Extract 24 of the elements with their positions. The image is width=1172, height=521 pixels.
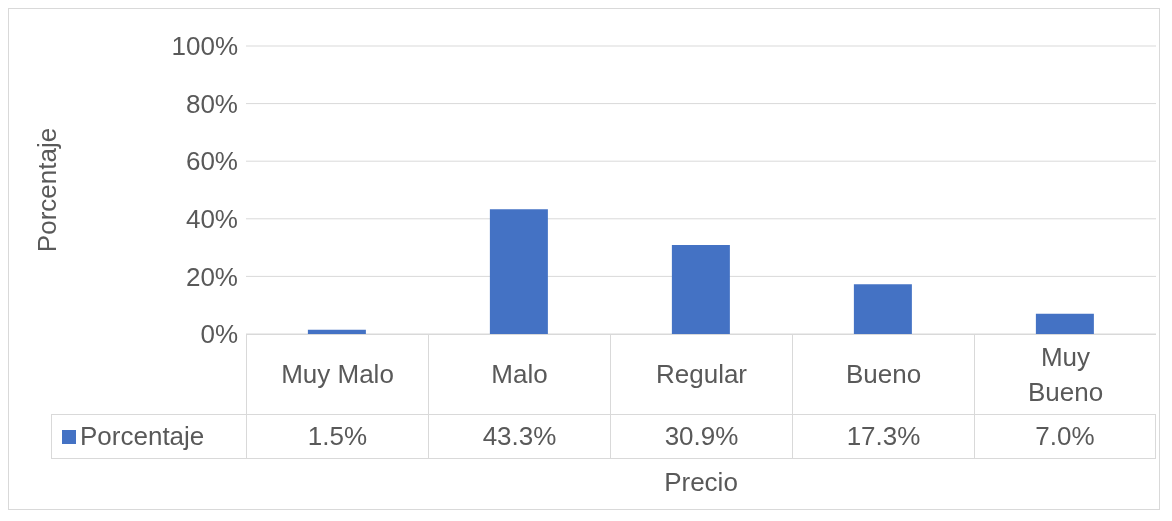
data-label: 17.3% bbox=[792, 414, 974, 459]
data-label: 30.9% bbox=[610, 414, 792, 459]
y-tick-label: 100% bbox=[171, 31, 238, 62]
x-tick-label: Muy Malo bbox=[280, 358, 395, 391]
x-axis-title: Precio bbox=[663, 467, 739, 498]
x-tick-label: Regular bbox=[654, 358, 749, 391]
bar bbox=[853, 284, 912, 334]
x-tick-label: Bueno bbox=[844, 358, 923, 391]
data-label: 1.5% bbox=[246, 414, 428, 459]
y-tick-label: 60% bbox=[185, 146, 238, 177]
bar bbox=[307, 329, 366, 334]
y-axis-title: Porcentaje bbox=[32, 127, 63, 253]
x-tick-label: Muy Bueno bbox=[1026, 340, 1105, 409]
x-tick-label: Malo bbox=[490, 358, 549, 391]
y-tick-label: 40% bbox=[185, 204, 238, 235]
bar bbox=[489, 209, 548, 334]
data-label: 7.0% bbox=[974, 414, 1156, 459]
y-tick-label: 20% bbox=[185, 261, 238, 292]
bar bbox=[1035, 313, 1094, 334]
data-label: 43.3% bbox=[428, 414, 610, 459]
bar bbox=[671, 245, 730, 334]
legend-label: Porcentaje bbox=[51, 414, 246, 459]
y-tick-label: 0% bbox=[200, 319, 238, 350]
y-tick-label: 80% bbox=[185, 88, 238, 119]
